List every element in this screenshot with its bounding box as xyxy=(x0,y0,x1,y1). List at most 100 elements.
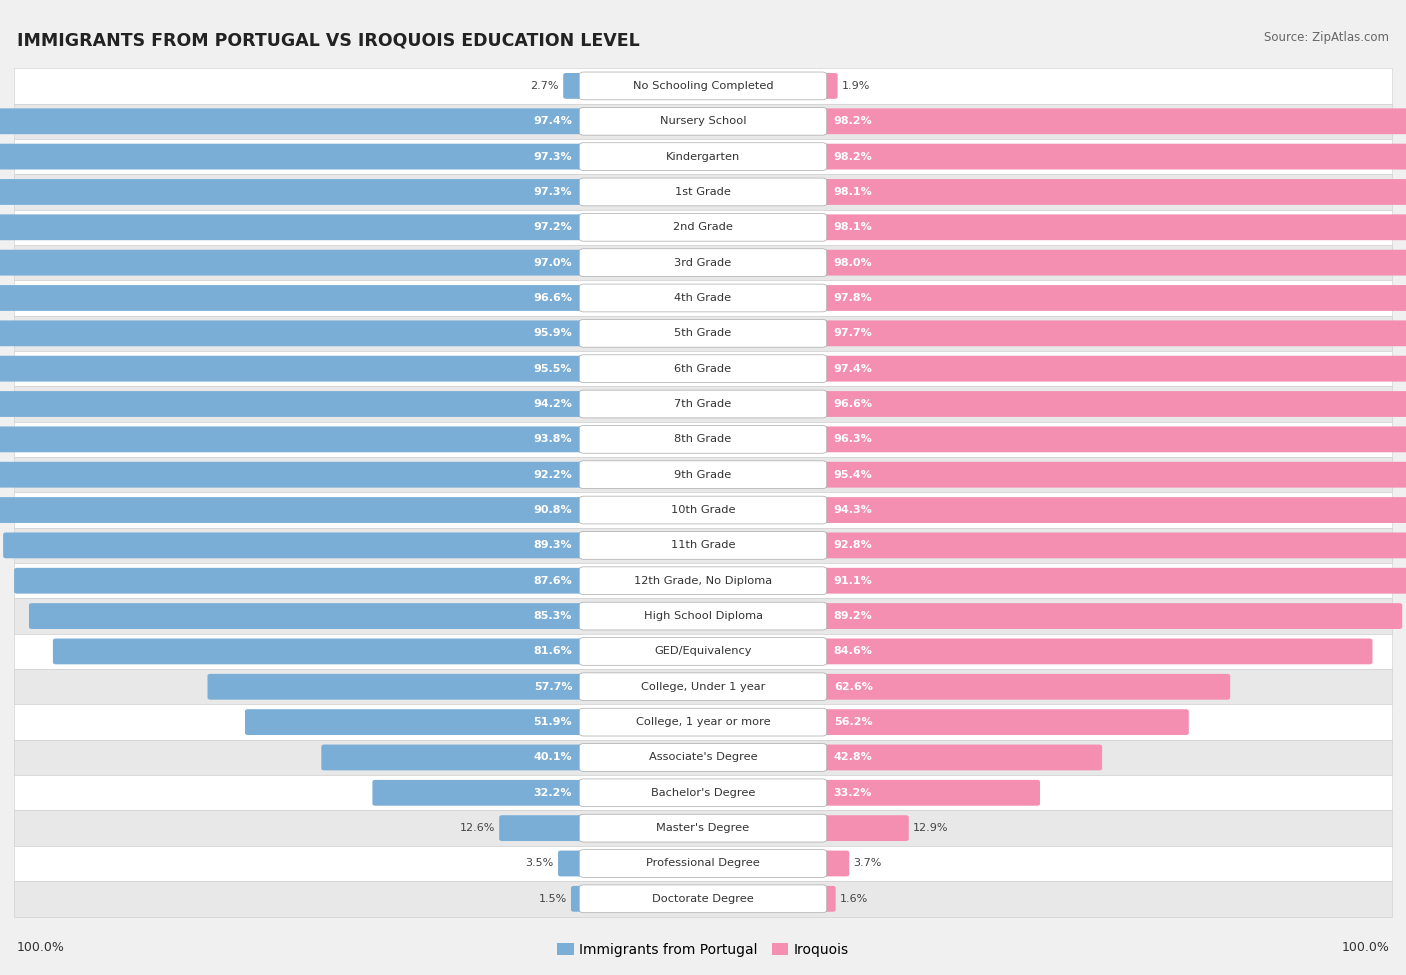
FancyBboxPatch shape xyxy=(579,320,827,347)
FancyBboxPatch shape xyxy=(0,462,586,488)
Bar xyxy=(14,210,1392,245)
FancyBboxPatch shape xyxy=(820,674,1230,700)
Text: Source: ZipAtlas.com: Source: ZipAtlas.com xyxy=(1264,31,1389,44)
Text: 40.1%: 40.1% xyxy=(534,753,572,762)
FancyBboxPatch shape xyxy=(0,143,586,170)
Text: 89.2%: 89.2% xyxy=(834,611,873,621)
Bar xyxy=(14,421,1392,457)
Text: 1.5%: 1.5% xyxy=(538,894,567,904)
FancyBboxPatch shape xyxy=(820,497,1406,523)
Text: 98.0%: 98.0% xyxy=(834,257,872,268)
FancyBboxPatch shape xyxy=(820,356,1406,381)
Bar xyxy=(14,810,1392,846)
FancyBboxPatch shape xyxy=(820,108,1406,135)
FancyBboxPatch shape xyxy=(579,708,827,736)
Bar xyxy=(14,103,1392,138)
Text: 10th Grade: 10th Grade xyxy=(671,505,735,515)
Text: 98.2%: 98.2% xyxy=(834,116,873,127)
FancyBboxPatch shape xyxy=(820,639,1372,664)
Text: 51.9%: 51.9% xyxy=(534,717,572,727)
Bar xyxy=(14,175,1392,210)
Text: 1st Grade: 1st Grade xyxy=(675,187,731,197)
FancyBboxPatch shape xyxy=(322,745,586,770)
Text: 98.2%: 98.2% xyxy=(834,151,873,162)
Text: 94.2%: 94.2% xyxy=(533,399,572,410)
Text: 57.7%: 57.7% xyxy=(534,682,572,692)
FancyBboxPatch shape xyxy=(820,426,1406,452)
Text: IMMIGRANTS FROM PORTUGAL VS IROQUOIS EDUCATION LEVEL: IMMIGRANTS FROM PORTUGAL VS IROQUOIS EDU… xyxy=(17,31,640,49)
Bar xyxy=(14,704,1392,740)
Bar xyxy=(14,740,1392,775)
Text: Doctorate Degree: Doctorate Degree xyxy=(652,894,754,904)
Text: 4th Grade: 4th Grade xyxy=(675,292,731,303)
Text: 84.6%: 84.6% xyxy=(834,646,873,656)
Text: Professional Degree: Professional Degree xyxy=(647,858,759,869)
FancyBboxPatch shape xyxy=(0,391,586,417)
Text: Master's Degree: Master's Degree xyxy=(657,823,749,834)
Bar xyxy=(14,775,1392,810)
Text: 97.4%: 97.4% xyxy=(533,116,572,127)
FancyBboxPatch shape xyxy=(245,709,586,735)
FancyBboxPatch shape xyxy=(0,285,586,311)
FancyBboxPatch shape xyxy=(579,779,827,806)
FancyBboxPatch shape xyxy=(820,604,1402,629)
FancyBboxPatch shape xyxy=(0,321,586,346)
FancyBboxPatch shape xyxy=(579,461,827,488)
FancyBboxPatch shape xyxy=(558,850,586,877)
FancyBboxPatch shape xyxy=(820,850,849,877)
FancyBboxPatch shape xyxy=(579,178,827,206)
Text: 94.3%: 94.3% xyxy=(834,505,873,515)
Text: 3.7%: 3.7% xyxy=(853,858,882,869)
Text: 12.9%: 12.9% xyxy=(912,823,949,834)
FancyBboxPatch shape xyxy=(820,250,1406,276)
FancyBboxPatch shape xyxy=(0,179,586,205)
FancyBboxPatch shape xyxy=(0,426,586,452)
FancyBboxPatch shape xyxy=(14,567,586,594)
FancyBboxPatch shape xyxy=(579,107,827,136)
Text: 3.5%: 3.5% xyxy=(526,858,554,869)
Text: 95.5%: 95.5% xyxy=(534,364,572,373)
Text: 97.2%: 97.2% xyxy=(533,222,572,232)
Text: 98.1%: 98.1% xyxy=(834,187,873,197)
Text: High School Diploma: High School Diploma xyxy=(644,611,762,621)
FancyBboxPatch shape xyxy=(579,425,827,453)
FancyBboxPatch shape xyxy=(579,284,827,312)
Bar xyxy=(14,634,1392,669)
FancyBboxPatch shape xyxy=(820,391,1406,417)
Text: 62.6%: 62.6% xyxy=(834,682,873,692)
FancyBboxPatch shape xyxy=(820,709,1189,735)
Text: Associate's Degree: Associate's Degree xyxy=(648,753,758,762)
FancyBboxPatch shape xyxy=(579,355,827,382)
Text: 87.6%: 87.6% xyxy=(533,575,572,586)
Text: 97.3%: 97.3% xyxy=(534,151,572,162)
Text: 11th Grade: 11th Grade xyxy=(671,540,735,551)
Bar xyxy=(14,457,1392,492)
FancyBboxPatch shape xyxy=(30,604,586,629)
Text: 12th Grade, No Diploma: 12th Grade, No Diploma xyxy=(634,575,772,586)
FancyBboxPatch shape xyxy=(820,321,1406,346)
FancyBboxPatch shape xyxy=(0,108,586,135)
Text: 97.8%: 97.8% xyxy=(834,292,873,303)
Text: 85.3%: 85.3% xyxy=(534,611,572,621)
Text: 2.7%: 2.7% xyxy=(530,81,560,91)
Text: 92.8%: 92.8% xyxy=(834,540,873,551)
FancyBboxPatch shape xyxy=(820,532,1406,559)
FancyBboxPatch shape xyxy=(579,72,827,99)
Text: 3rd Grade: 3rd Grade xyxy=(675,257,731,268)
FancyBboxPatch shape xyxy=(0,356,586,381)
Text: 56.2%: 56.2% xyxy=(834,717,872,727)
FancyBboxPatch shape xyxy=(499,815,586,841)
FancyBboxPatch shape xyxy=(579,142,827,171)
FancyBboxPatch shape xyxy=(0,250,586,276)
FancyBboxPatch shape xyxy=(579,885,827,913)
FancyBboxPatch shape xyxy=(579,390,827,418)
FancyBboxPatch shape xyxy=(820,886,835,912)
Text: GED/Equivalency: GED/Equivalency xyxy=(654,646,752,656)
FancyBboxPatch shape xyxy=(820,745,1102,770)
Text: 97.4%: 97.4% xyxy=(834,364,873,373)
FancyBboxPatch shape xyxy=(564,73,586,98)
FancyBboxPatch shape xyxy=(0,214,586,240)
Text: 97.3%: 97.3% xyxy=(534,187,572,197)
FancyBboxPatch shape xyxy=(820,780,1040,805)
Text: 89.3%: 89.3% xyxy=(534,540,572,551)
